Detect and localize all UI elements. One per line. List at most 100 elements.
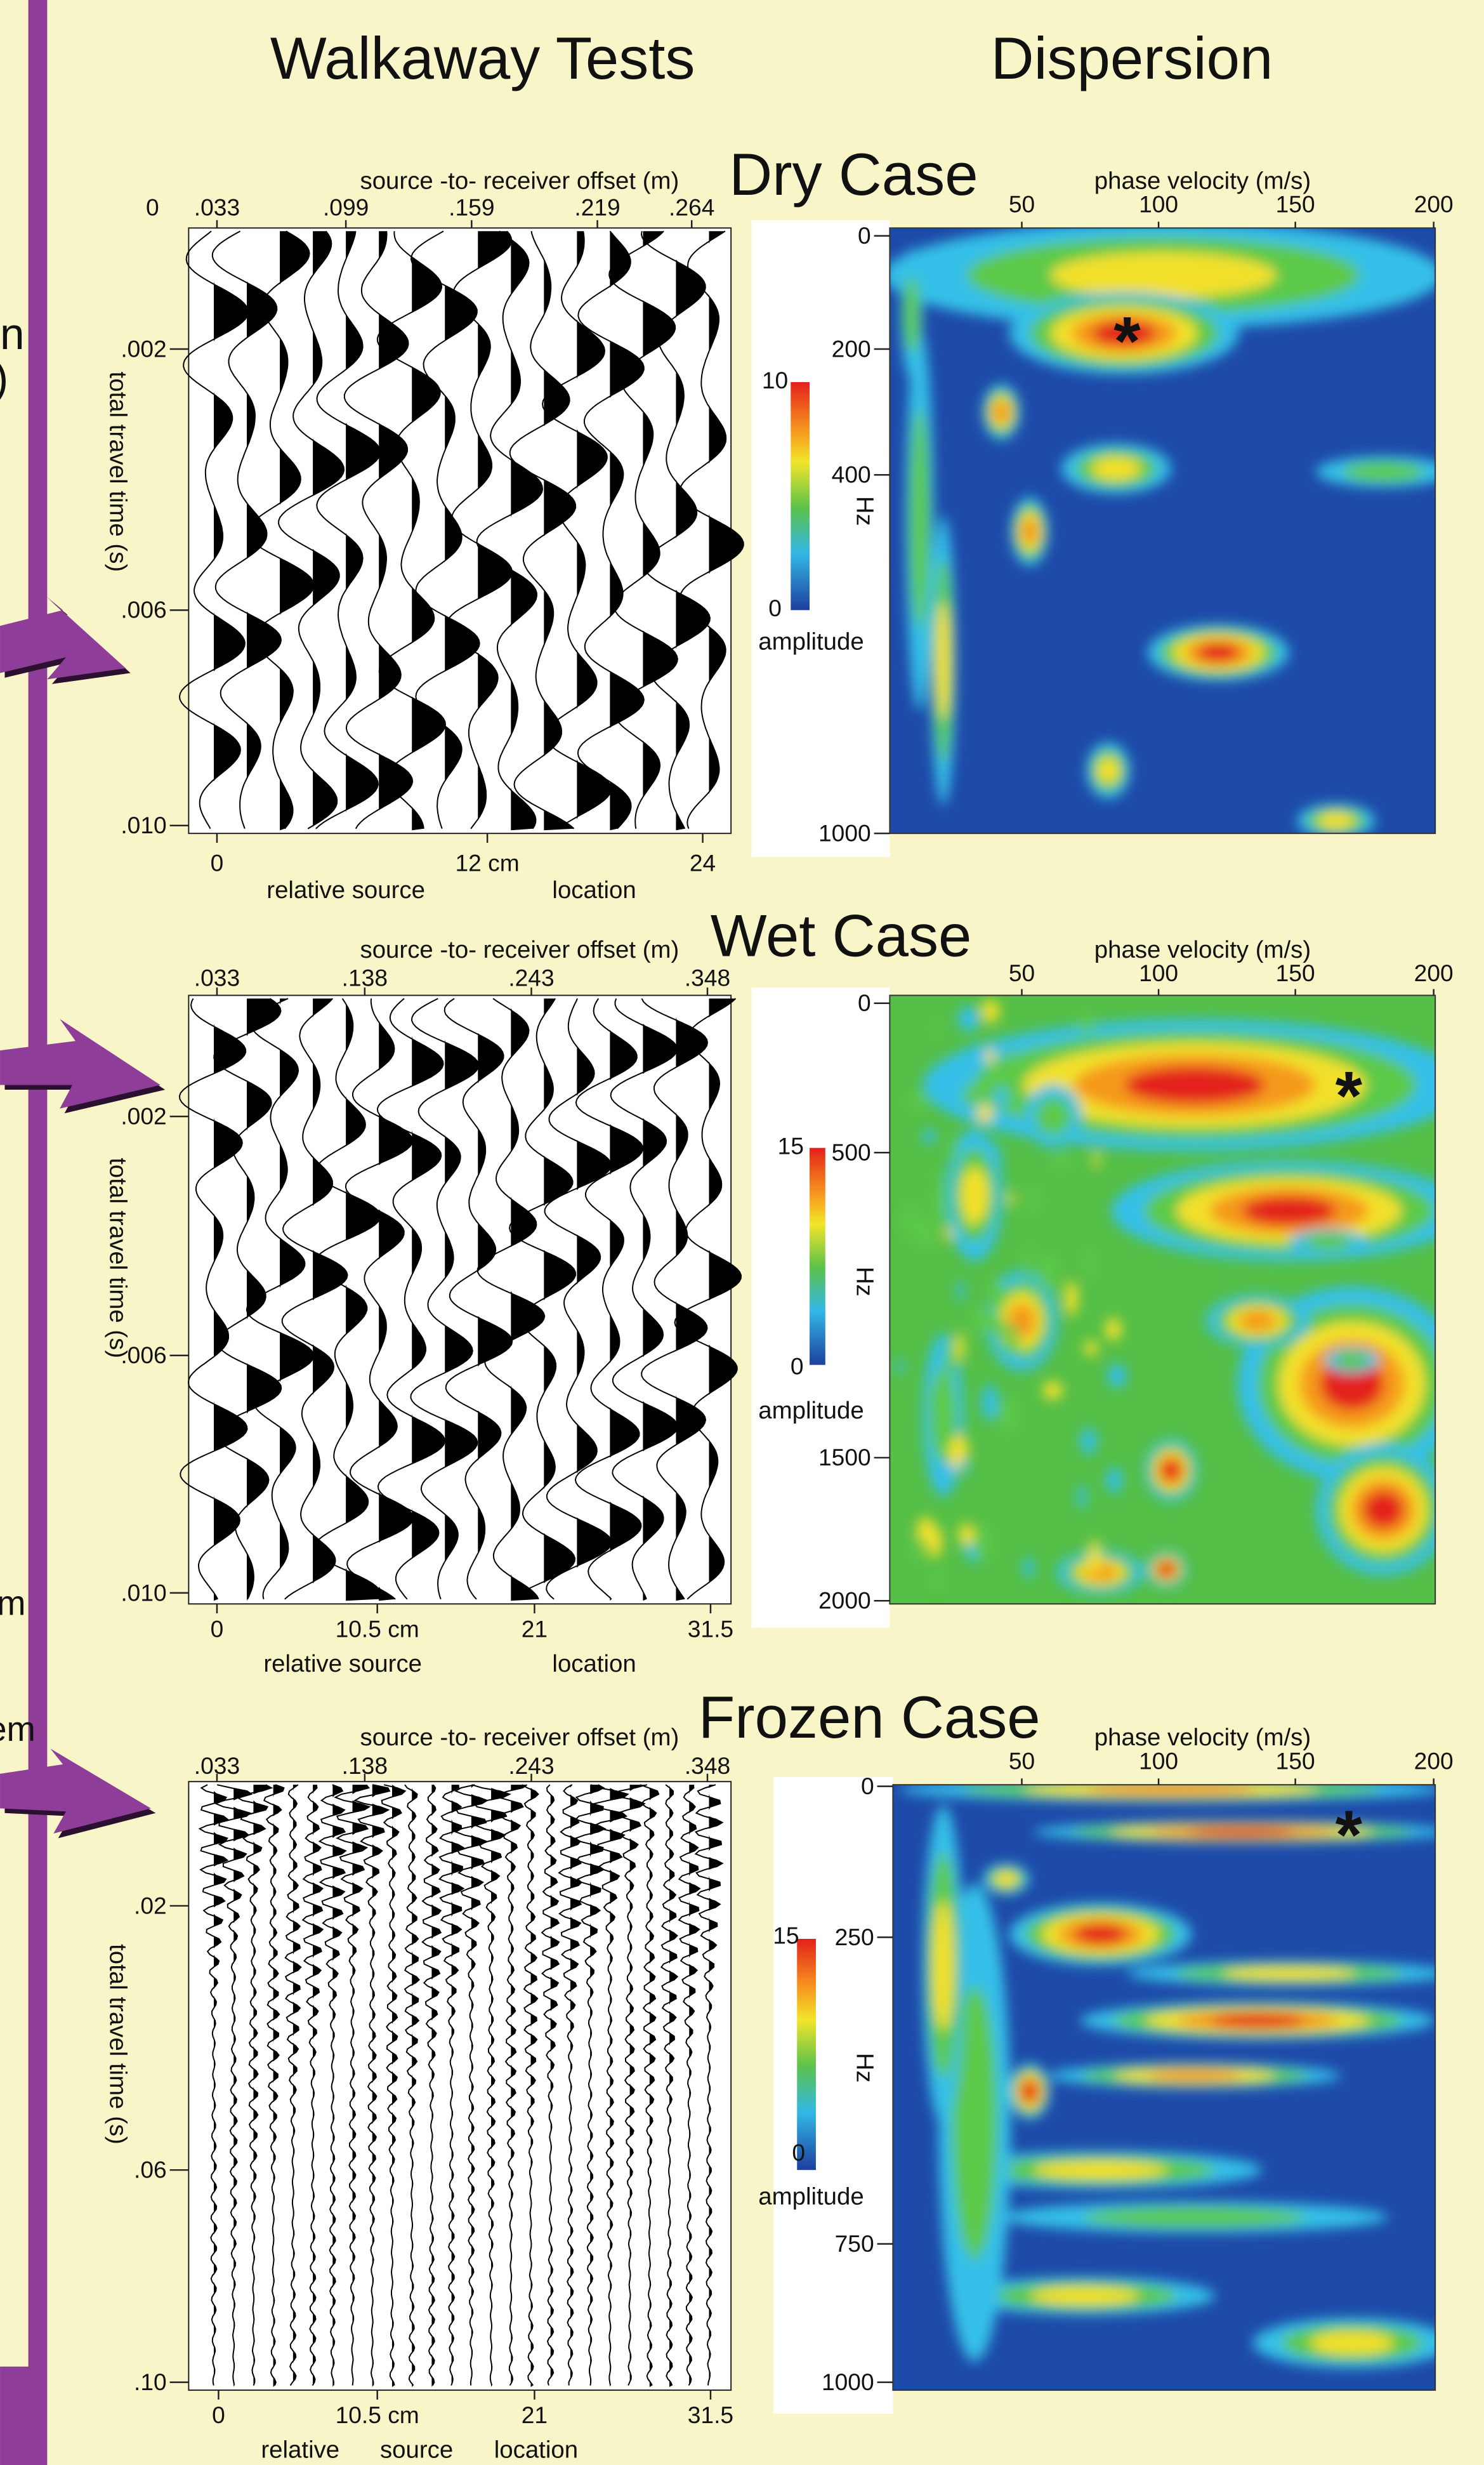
energy-blob bbox=[962, 1085, 981, 1107]
energy-blob bbox=[1238, 1311, 1277, 1331]
energy-blob bbox=[966, 1203, 975, 1226]
energy-blob bbox=[1008, 1192, 1015, 1206]
tick-label: .264 bbox=[669, 194, 714, 220]
energy-blob bbox=[1211, 2014, 1305, 2028]
axis-title: source -to- receiver offset (m) bbox=[360, 1724, 680, 1751]
tick-label: 0 bbox=[211, 850, 224, 876]
tick-label: 2000 bbox=[818, 1587, 871, 1614]
energy-blob bbox=[1106, 1467, 1122, 1493]
colorbar-tick-label: 0 bbox=[791, 1352, 804, 1379]
tick-label: 750 bbox=[835, 2230, 874, 2257]
energy-blob bbox=[1043, 1382, 1063, 1400]
tick-label: 200 bbox=[1414, 190, 1454, 217]
tick-label: .06 bbox=[134, 2157, 167, 2183]
axis-title: source bbox=[380, 2436, 453, 2464]
tick-label: .243 bbox=[508, 965, 554, 991]
energy-blob bbox=[1343, 461, 1424, 482]
column-heading: Dispersion bbox=[991, 25, 1273, 91]
tick-label: 1500 bbox=[818, 1444, 871, 1470]
axis-title: total travel time (s) bbox=[104, 1944, 131, 2144]
tick-label: .348 bbox=[685, 965, 730, 991]
marker: * bbox=[1336, 1797, 1363, 1874]
energy-blob bbox=[982, 1000, 1000, 1024]
tick-label: 31.5 bbox=[688, 1615, 733, 1642]
energy-blob bbox=[1084, 1564, 1117, 1582]
energy-blob bbox=[1093, 1152, 1100, 1168]
energy-blob bbox=[1075, 1924, 1127, 1945]
energy-blob bbox=[1023, 1557, 1034, 1578]
tick-label: 200 bbox=[1414, 1747, 1454, 1774]
colorbar-label: amplitude bbox=[758, 1397, 863, 1424]
energy-blob bbox=[1088, 1540, 1100, 1576]
tick-label: 0 bbox=[858, 989, 871, 1016]
tick-label: 21 bbox=[522, 1615, 548, 1642]
energy-blob bbox=[1027, 1187, 1039, 1214]
tick-label: 31.5 bbox=[688, 2402, 733, 2428]
energy-blob bbox=[1124, 1066, 1264, 1104]
energy-blob bbox=[1187, 1827, 1297, 1837]
energy-blob bbox=[1105, 1318, 1122, 1340]
case-title: Frozen Case bbox=[699, 1684, 1041, 1750]
energy-blob bbox=[910, 409, 930, 629]
colorbar bbox=[810, 1148, 825, 1365]
tick-label: .010 bbox=[121, 812, 166, 838]
energy-blob bbox=[1051, 1155, 1072, 1168]
energy-blob bbox=[1310, 2331, 1394, 2355]
energy-blob bbox=[935, 602, 951, 720]
axis-title: location bbox=[494, 2436, 578, 2464]
energy-blob bbox=[945, 1342, 957, 1373]
energy-blob bbox=[1223, 1967, 1356, 1981]
energy-blob bbox=[1009, 1354, 1021, 1368]
tick-label: 200 bbox=[1414, 960, 1454, 986]
energy-blob bbox=[991, 1144, 1001, 1175]
energy-blob bbox=[1030, 2287, 1139, 2305]
energy-blob bbox=[989, 1321, 1009, 1336]
tick-label: 50 bbox=[1009, 1747, 1035, 1774]
tick-label: 0 bbox=[861, 1773, 874, 1799]
energy-blob bbox=[992, 401, 1010, 423]
energy-blob bbox=[1197, 644, 1239, 662]
tick-label: .002 bbox=[121, 1103, 166, 1130]
tick-label: 21 bbox=[522, 2402, 548, 2428]
tick-label: .033 bbox=[194, 194, 240, 220]
tick-label: 1000 bbox=[822, 2369, 874, 2395]
energy-blob bbox=[982, 1384, 998, 1421]
energy-blob bbox=[1078, 1484, 1087, 1509]
edge-fragment: m bbox=[0, 1584, 25, 1623]
energy-blob bbox=[932, 1901, 954, 2031]
axis-unit: Hz bbox=[851, 496, 878, 526]
energy-blob bbox=[929, 1391, 938, 1409]
tick-label: 10.5 cm bbox=[336, 1615, 419, 1642]
colorbar-tick-label: 0 bbox=[768, 595, 782, 621]
tick-label: .002 bbox=[121, 335, 166, 362]
tick-label: .10 bbox=[134, 2369, 167, 2395]
energy-blob bbox=[1065, 1281, 1078, 1316]
tick-label: 12 cm bbox=[456, 850, 520, 876]
tick-label: 150 bbox=[1276, 960, 1315, 986]
colorbar-tick-label: 15 bbox=[778, 1133, 804, 1160]
colorbar-label: amplitude bbox=[758, 628, 863, 655]
energy-blob bbox=[1084, 1340, 1098, 1356]
energy-blob bbox=[959, 1523, 975, 1545]
energy-blob bbox=[1086, 1246, 1093, 1281]
colorbar-label: amplitude bbox=[758, 2183, 863, 2211]
label-strip bbox=[773, 1777, 893, 2414]
axis-title: total travel time (s) bbox=[104, 371, 131, 572]
figure: n ) m em Walkaway Tests Dispersion Dry C… bbox=[0, 0, 1484, 2465]
energy-blob bbox=[945, 1226, 952, 1241]
tick-label: 100 bbox=[1139, 960, 1178, 986]
energy-blob bbox=[1084, 2207, 1306, 2227]
energy-blob bbox=[917, 1218, 936, 1249]
energy-blob bbox=[1004, 1048, 1011, 1073]
tick-label: 100 bbox=[1139, 1747, 1178, 1774]
edge-fragment: n bbox=[0, 309, 25, 359]
axis-title: source -to- receiver offset (m) bbox=[360, 936, 680, 963]
energy-blob bbox=[972, 1307, 992, 1333]
label-strip bbox=[751, 220, 890, 857]
energy-blob bbox=[956, 1332, 964, 1362]
colorbar-tick-label: 0 bbox=[792, 2139, 805, 2165]
axis-unit: Hz bbox=[851, 2053, 878, 2083]
tick-label: .099 bbox=[323, 194, 369, 220]
energy-blob bbox=[1037, 1255, 1059, 1290]
energy-blob bbox=[923, 1129, 936, 1144]
